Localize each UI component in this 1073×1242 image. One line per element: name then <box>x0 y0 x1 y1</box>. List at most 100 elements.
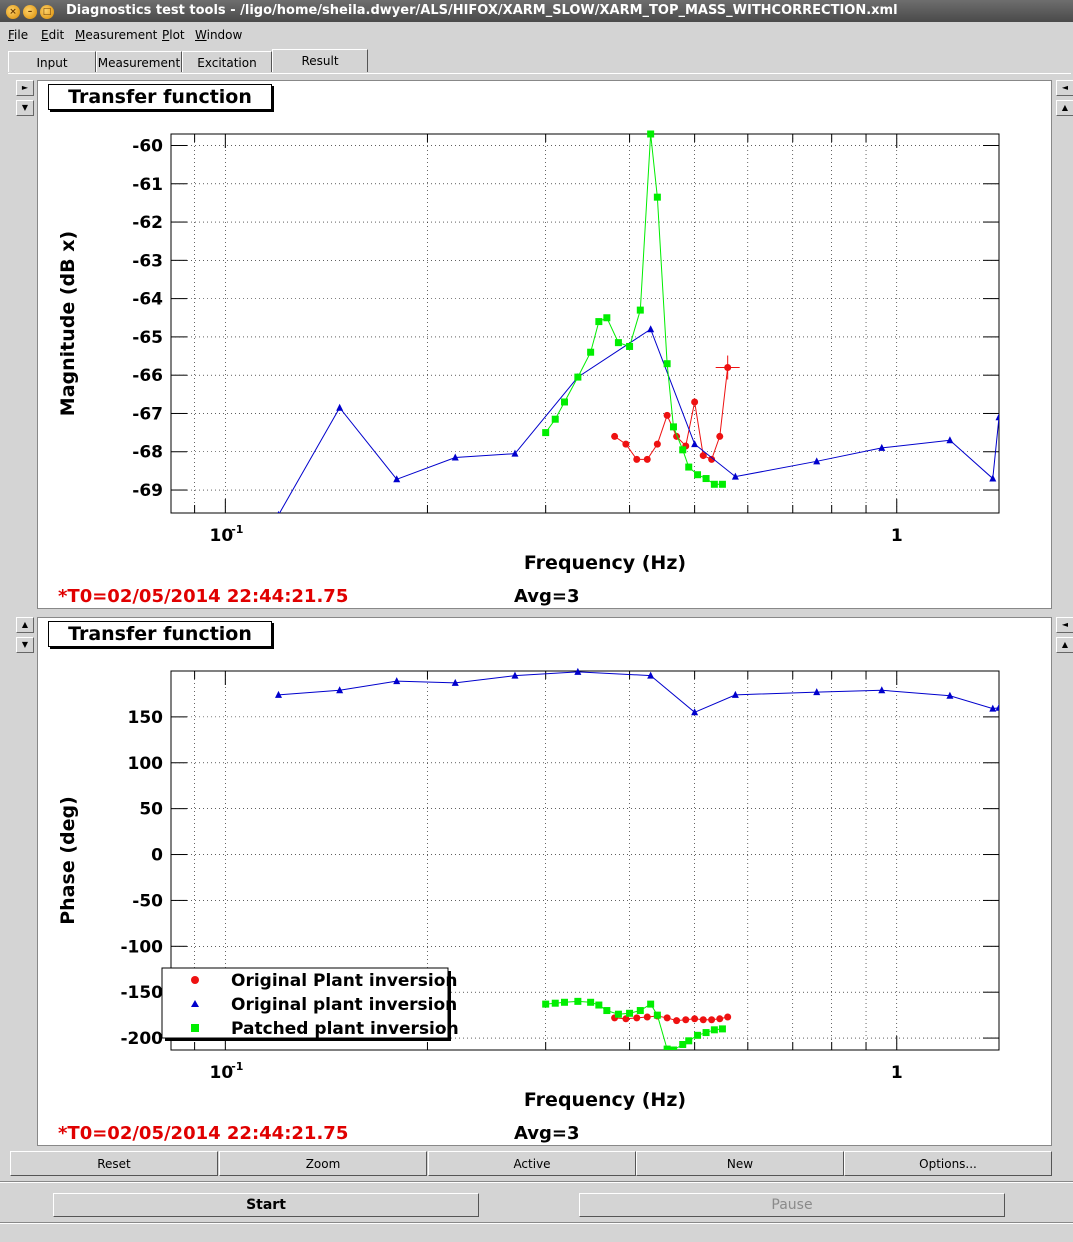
arrow-up-icon[interactable]: ▲ <box>1056 100 1073 116</box>
separator <box>0 1181 1073 1183</box>
data-point <box>946 691 954 699</box>
minimize-icon[interactable]: – <box>23 5 37 19</box>
menu-window[interactable]: Window <box>195 28 243 42</box>
arrow-down-icon[interactable]: ▼ <box>16 100 34 116</box>
phase-chart[interactable]: 10-1 1 150 100 50 0 -50 -100 -150 -200 Frequency (… <box>38 618 1051 1145</box>
data-point <box>718 1025 726 1033</box>
arrow-up-icon[interactable]: ▲ <box>16 617 34 633</box>
data-point <box>685 1037 693 1045</box>
tab-excitation[interactable]: Excitation <box>182 51 272 72</box>
x-tick-label: 10 <box>209 526 233 546</box>
x-axis-label: Frequency (Hz) <box>524 552 686 574</box>
data-point <box>551 415 559 423</box>
menu-measurement[interactable]: Measurement <box>75 28 158 42</box>
data-point <box>669 1046 677 1050</box>
data-point <box>731 472 739 480</box>
data-point <box>691 398 699 406</box>
series-1 <box>274 667 999 716</box>
data-point <box>694 471 702 479</box>
window-titlebar: × – □ Diagnostics test tools - /ligo/home/… <box>0 0 1073 22</box>
x-axis-label: Frequency (Hz) <box>524 1089 686 1111</box>
data-point <box>603 314 611 322</box>
active-button[interactable]: Active <box>428 1151 636 1176</box>
data-point <box>669 423 677 431</box>
data-point <box>451 453 459 461</box>
x-tick-label: 1 <box>891 526 903 546</box>
data-point <box>633 1014 641 1022</box>
y-tick-label: -100 <box>120 937 163 957</box>
y-axis-label: Magnitude (dB x) <box>57 231 79 416</box>
y-tick-label: -67 <box>132 404 163 424</box>
data-point <box>595 318 603 326</box>
panel-title: Transfer function <box>48 621 272 647</box>
zoom-button[interactable]: Zoom <box>219 1151 427 1176</box>
data-point <box>622 440 630 448</box>
data-point <box>716 1015 724 1023</box>
start-button[interactable]: Start <box>53 1193 479 1217</box>
data-point <box>691 708 699 716</box>
tab-underline <box>8 73 1071 74</box>
tab-measurement[interactable]: Measurement <box>96 51 182 72</box>
menu-bar: File Edit Measurement Plot Window <box>0 24 1073 46</box>
data-point <box>336 403 344 411</box>
data-point <box>511 671 519 679</box>
series-2 <box>542 130 726 488</box>
close-icon[interactable]: × <box>6 5 20 19</box>
tab-input[interactable]: Input <box>8 51 96 72</box>
series-0 <box>611 364 732 463</box>
legend-label: Original plant inversion <box>231 995 457 1015</box>
data-point <box>691 440 699 448</box>
arrow-left-icon[interactable]: ◄ <box>1056 80 1073 96</box>
window-title: Diagnostics test tools - /ligo/home/shei… <box>66 3 898 18</box>
data-point <box>813 688 821 696</box>
data-point <box>708 455 716 463</box>
data-point <box>636 306 644 314</box>
magnitude-chart[interactable]: 10-1 1 -60 -61 -62 -63 -64 -65 -66 -67 -68 -69 Frequ… <box>38 81 1051 608</box>
data-point <box>626 342 634 350</box>
arrow-right-icon[interactable]: ► <box>16 80 34 96</box>
data-point <box>587 348 595 356</box>
options-button[interactable]: Options... <box>844 1151 1052 1176</box>
series-2 <box>542 997 726 1050</box>
x-tick-label-exponent: -1 <box>231 523 243 536</box>
data-point <box>878 686 886 694</box>
menu-plot[interactable]: Plot <box>162 28 185 42</box>
x-tick-label: 10 <box>209 1063 233 1083</box>
data-point <box>653 440 661 448</box>
data-point <box>663 411 671 419</box>
menu-edit[interactable]: Edit <box>41 28 65 42</box>
data-point <box>336 686 344 694</box>
data-point <box>603 1007 611 1015</box>
data-point <box>710 1026 718 1034</box>
t0-timestamp: *T0=02/05/2014 22:44:21.75 <box>58 1123 349 1144</box>
tab-result[interactable]: Result <box>272 49 368 72</box>
maximize-icon[interactable]: □ <box>40 5 54 19</box>
y-axis-label: Phase (deg) <box>57 796 79 925</box>
legend-shadow <box>165 1038 451 1041</box>
y-tick-label: 150 <box>128 708 164 728</box>
data-point <box>574 997 582 1005</box>
menu-file[interactable]: File <box>8 28 29 42</box>
data-point <box>708 1016 716 1024</box>
data-point <box>633 455 641 463</box>
data-point <box>731 690 739 698</box>
phase-panel: Transfer function 10 -1 1 150 100 50 0 -50 -100 -… <box>37 617 1052 1146</box>
data-point <box>673 1017 681 1025</box>
data-point <box>542 1000 550 1008</box>
window-controls: × – □ <box>6 3 57 19</box>
reset-button[interactable]: Reset <box>10 1151 218 1176</box>
data-point <box>878 443 886 451</box>
pause-button[interactable]: Pause <box>579 1193 1005 1217</box>
data-point <box>813 457 821 465</box>
data-point <box>511 449 519 457</box>
x-tick-label: 1 <box>891 1063 903 1083</box>
avg-count: Avg=3 <box>514 586 580 607</box>
arrow-left-icon[interactable]: ◄ <box>1056 617 1073 633</box>
arrow-up-icon[interactable]: ▲ <box>1056 637 1073 653</box>
y-tick-label: -200 <box>120 1029 163 1049</box>
data-point <box>718 480 726 488</box>
arrow-down-icon[interactable]: ▼ <box>16 637 34 653</box>
data-point <box>647 1000 655 1008</box>
data-point <box>699 1016 707 1024</box>
new-button[interactable]: New <box>636 1151 844 1176</box>
